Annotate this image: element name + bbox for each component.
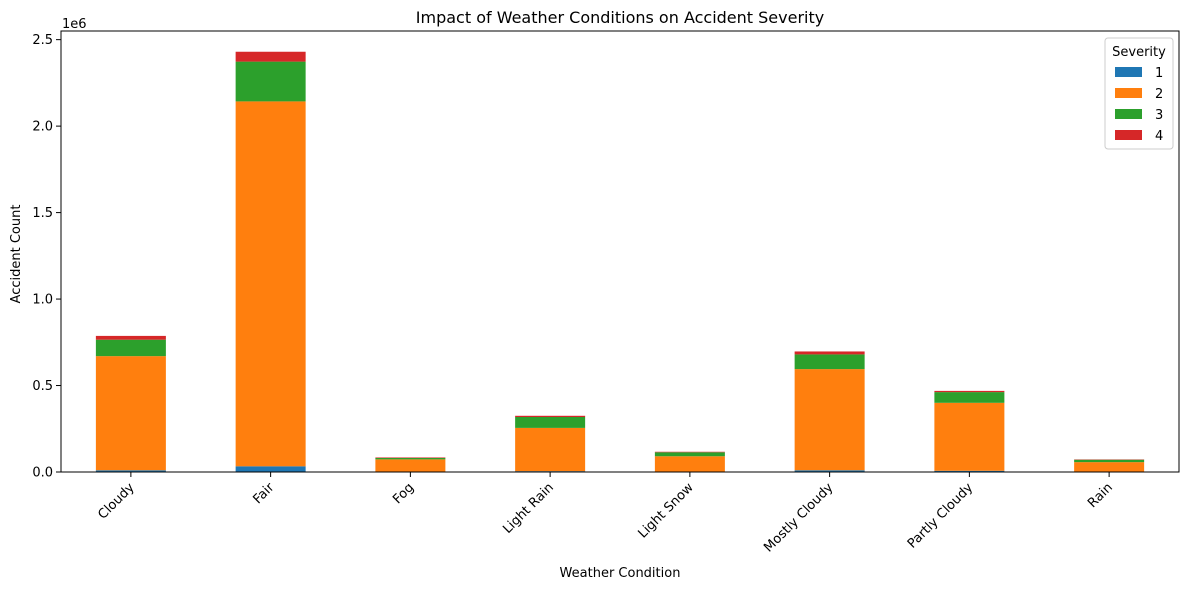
y-tick-label: 2.5	[32, 33, 53, 48]
bar-segment	[655, 456, 725, 472]
bar-segment	[795, 354, 865, 369]
y-tick-label: 0.0	[32, 466, 53, 481]
y-axis-label: Accident Count	[9, 205, 24, 304]
y-axis: 0.0 0.5 1.0 1.5 2.0 2.5	[32, 33, 61, 480]
y-multiplier-label: 1e6	[62, 17, 87, 32]
y-tick-label: 1.5	[32, 206, 53, 221]
legend-item-label: 2	[1155, 87, 1163, 102]
x-tick-label: Fog	[390, 480, 417, 507]
y-tick-label: 1.0	[32, 293, 53, 308]
bar-segment	[934, 391, 1004, 392]
y-tick-label: 0.5	[32, 379, 53, 394]
legend-item-label: 4	[1155, 129, 1163, 144]
x-tick-label: Partly Cloudy	[905, 480, 977, 552]
legend-swatch	[1115, 109, 1142, 119]
legend-swatch	[1115, 130, 1142, 140]
bar-segment	[236, 101, 306, 466]
bar-segment	[375, 459, 445, 471]
bar-segment	[515, 416, 585, 417]
chart-title: Impact of Weather Conditions on Accident…	[416, 8, 824, 27]
bar-segment	[1074, 462, 1144, 472]
bar-segment	[96, 340, 166, 356]
legend-item-label: 1	[1155, 66, 1163, 81]
bar-segment	[795, 351, 865, 354]
x-axis-label: Weather Condition	[560, 566, 681, 581]
bar-segment	[795, 369, 865, 470]
x-tick-label: Fair	[250, 480, 277, 507]
bar-segment	[934, 392, 1004, 403]
bar-segment	[96, 356, 166, 470]
bar-group	[96, 52, 1144, 472]
bar-segment	[1074, 460, 1144, 462]
x-tick-label: Mostly Cloudy	[761, 480, 836, 555]
x-tick-label: Light Rain	[500, 480, 557, 537]
legend-title: Severity	[1112, 45, 1166, 60]
x-axis: Cloudy Fair Fog Light Rain Light Snow Mostly …	[95, 472, 1116, 555]
bar-segment	[515, 417, 585, 428]
y-tick-label: 2.0	[32, 120, 53, 135]
bar-segment	[236, 466, 306, 472]
bar-segment	[655, 452, 725, 453]
bar-segment	[375, 458, 445, 459]
bar-segment	[236, 52, 306, 62]
bar-segment	[236, 62, 306, 102]
legend-item-label: 3	[1155, 108, 1163, 123]
x-tick-label: Rain	[1085, 480, 1116, 511]
x-tick-label: Light Snow	[635, 480, 697, 542]
legend-swatch	[1115, 88, 1142, 98]
bar-segment	[515, 428, 585, 471]
legend: Severity 1 2 3 4	[1105, 38, 1173, 149]
legend-swatch	[1115, 67, 1142, 77]
bar-segment	[96, 336, 166, 340]
bar-segment	[375, 457, 445, 458]
x-tick-label: Cloudy	[95, 480, 138, 523]
plot-frame	[61, 31, 1179, 472]
bar-segment	[655, 452, 725, 456]
bar-segment	[934, 403, 1004, 471]
